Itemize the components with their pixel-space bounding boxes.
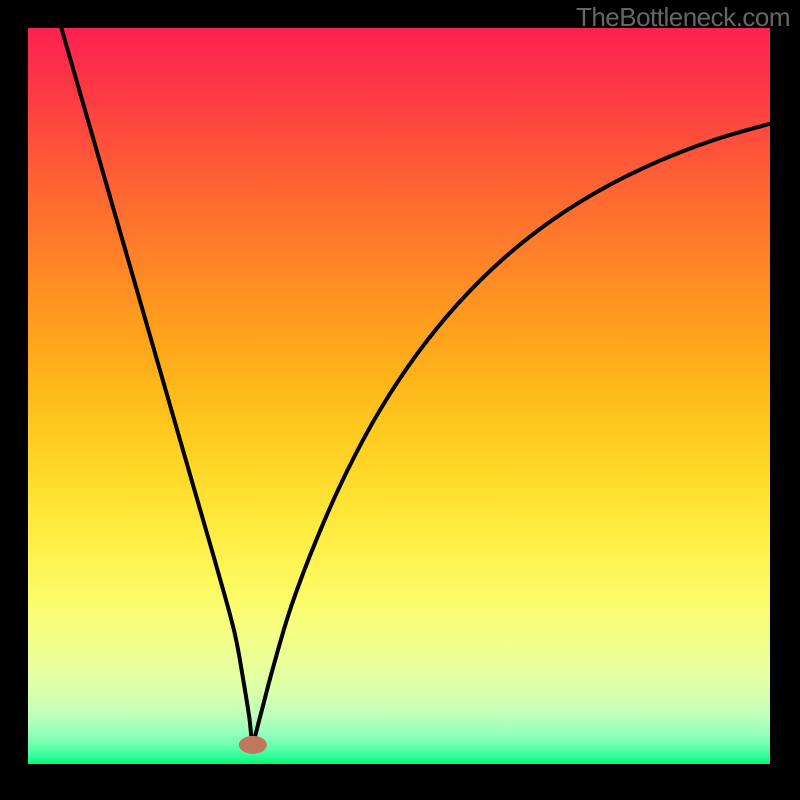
optimal-point-marker (239, 736, 267, 754)
plot-background (28, 28, 770, 764)
watermark-text: TheBottleneck.com (576, 2, 790, 33)
chart-svg (0, 0, 800, 800)
chart-container: TheBottleneck.com (0, 0, 800, 800)
